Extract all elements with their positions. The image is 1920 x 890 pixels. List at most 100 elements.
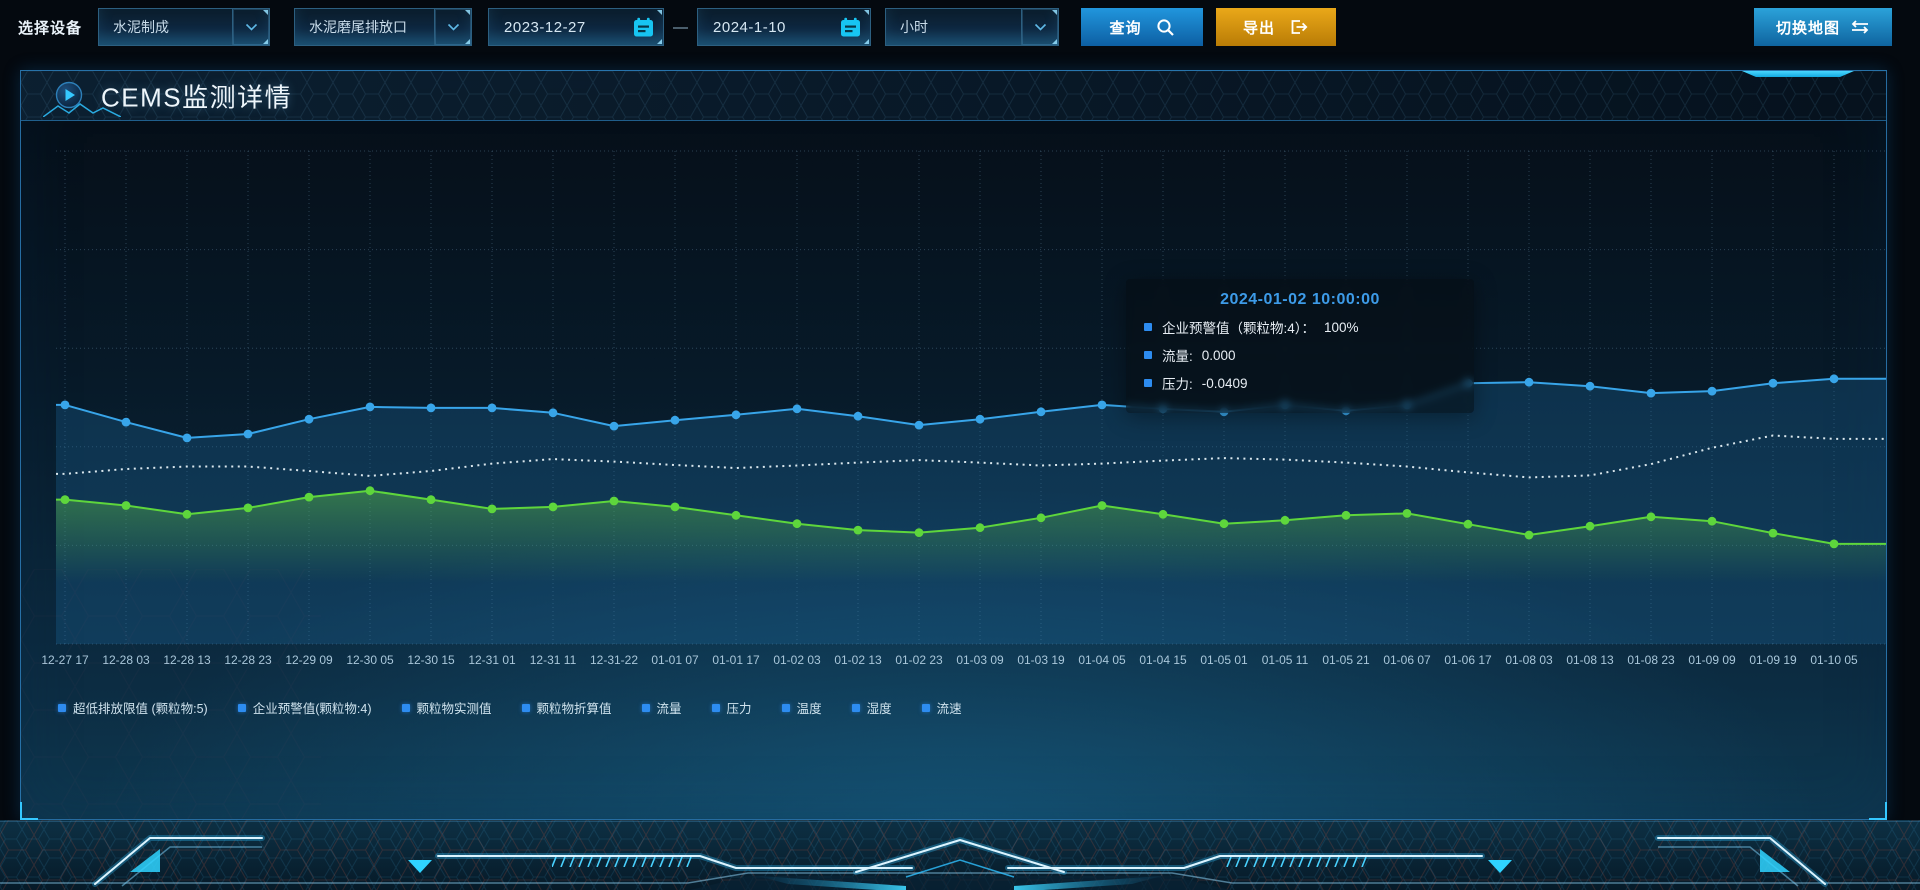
- x-axis-label: 01-02 23: [895, 653, 943, 667]
- chart-tooltip: 2024-01-02 10:00:00 企业预警值（颗粒物:4）： 100% 流量:…: [1126, 279, 1474, 413]
- x-axis-label: 01-08 13: [1566, 653, 1614, 667]
- legend-item[interactable]: 流量: [641, 698, 682, 717]
- panel-header: CEMS监测详情: [21, 71, 1886, 121]
- x-axis-label: 12-31 01: [468, 653, 516, 667]
- device-select-label: 选择设备: [18, 19, 83, 37]
- header-accent-bar: [1742, 71, 1854, 77]
- outlet-select[interactable]: 水泥磨尾排放口: [294, 8, 473, 46]
- x-axis-label: 12-30 05: [346, 653, 394, 667]
- x-axis-label: 01-09 19: [1749, 653, 1797, 667]
- x-axis-label: 01-10 05: [1810, 653, 1858, 667]
- x-axis-label: 01-09 09: [1688, 653, 1736, 667]
- legend-marker-icon: [641, 703, 650, 712]
- switch-map-button[interactable]: 切换地图: [1754, 8, 1892, 46]
- legend-item[interactable]: 流速: [921, 698, 962, 717]
- search-icon: [1156, 18, 1175, 37]
- legend-label: 流量: [656, 702, 682, 716]
- query-button[interactable]: 查询: [1081, 8, 1204, 46]
- x-axis-label: 01-05 21: [1322, 653, 1370, 667]
- x-axis-label: 12-28 13: [163, 653, 211, 667]
- panel-title: CEMS监测详情: [101, 82, 293, 112]
- legend-item[interactable]: 超低排放限值 (颗粒物:5): [58, 698, 208, 717]
- x-axis-label: 12-27 17: [41, 653, 89, 667]
- tooltip-series-label: 压力:: [1162, 377, 1193, 392]
- legend-marker-icon: [781, 703, 790, 712]
- x-axis-label: 01-03 19: [1017, 653, 1065, 667]
- legend-item[interactable]: 温度: [781, 698, 822, 717]
- legend-marker-icon: [401, 703, 410, 712]
- x-axis-label: 01-02 13: [834, 653, 882, 667]
- x-axis-label: 01-05 01: [1200, 653, 1248, 667]
- chart-legend: 超低排放限值 (颗粒物:5) 企业预警值(颗粒物:4) 颗粒物实测值 颗粒物折算值 流量…: [58, 698, 962, 717]
- tooltip-series-label: 流量:: [1162, 349, 1193, 364]
- x-axis-label: 01-01 17: [712, 653, 760, 667]
- switch-map-label: 切换地图: [1775, 19, 1840, 37]
- x-axis-label: 12-31-22: [589, 653, 639, 667]
- x-axis-label: 12-28 23: [224, 653, 272, 667]
- tooltip-row: 压力: -0.0409: [1144, 373, 1474, 393]
- x-axis-label: 01-02 03: [773, 653, 821, 667]
- process-select[interactable]: 水泥制成: [98, 8, 271, 46]
- tooltip-timestamp: 2024-01-02 10:00:00: [1220, 291, 1380, 308]
- cems-line-chart[interactable]: 12-27 17 12-28 03 12-28 13 12-28 23 12-29 09…: [41, 149, 1886, 753]
- calendar-icon: [633, 17, 654, 38]
- hex-pattern-decoration: [21, 71, 1886, 120]
- legend-label: 湿度: [866, 702, 892, 716]
- x-axis-label: 01-04 15: [1139, 653, 1187, 667]
- legend-marker-icon: [921, 703, 930, 712]
- start-date-value: 2023-12-27: [504, 18, 586, 36]
- chart-canvas: [56, 150, 1886, 645]
- interval-select-value: 小时: [900, 19, 929, 35]
- x-axis-labels: 12-27 17 12-28 03 12-28 13 12-28 23 12-29 09…: [41, 653, 1886, 669]
- interval-select[interactable]: 小时: [885, 8, 1060, 46]
- legend-marker-icon: [58, 703, 66, 712]
- calendar-icon: [840, 17, 861, 38]
- export-button[interactable]: 导出: [1216, 8, 1337, 46]
- date-range-separator: —: [673, 18, 689, 36]
- legend-label: 温度: [796, 702, 822, 716]
- legend-label: 流速: [936, 702, 962, 716]
- footer-decoration: [0, 820, 1920, 890]
- legend-item[interactable]: 压力: [711, 698, 752, 717]
- x-axis-label: 01-06 07: [1383, 653, 1431, 667]
- x-axis-label: 12-31 11: [529, 653, 577, 667]
- legend-label: 压力: [726, 702, 752, 716]
- start-date-input[interactable]: 2023-12-27: [488, 8, 665, 46]
- tooltip-series-value: -0.0409: [1201, 375, 1248, 391]
- tooltip-series-value: 0.000: [1201, 347, 1236, 363]
- legend-label: 颗粒物实测值: [416, 702, 492, 716]
- toolbar: 选择设备 水泥制成 水泥磨尾排放口 2023-12-27 — 2024-1-10: [0, 8, 1920, 46]
- legend-label: 超低排放限值 (颗粒物:5): [73, 702, 208, 716]
- legend-label: 颗粒物折算值: [536, 702, 612, 716]
- legend-item[interactable]: 湿度: [851, 698, 892, 717]
- x-axis-label: 01-03 09: [956, 653, 1004, 667]
- chevron-down-icon: [232, 9, 269, 45]
- legend-item[interactable]: 颗粒物实测值: [401, 698, 492, 717]
- x-axis-label: 01-08 03: [1505, 653, 1553, 667]
- x-axis-label: 01-06 17: [1444, 653, 1492, 667]
- legend-item[interactable]: 企业预警值(颗粒物:4): [237, 698, 372, 717]
- cems-detail-panel: CEMS监测详情 12-27 17 12-28 03 12-28 13 12-28 2…: [20, 70, 1887, 820]
- tooltip-series-marker-icon: [1144, 379, 1152, 387]
- legend-marker-icon: [711, 703, 720, 712]
- export-icon: [1289, 17, 1309, 37]
- tooltip-series-marker-icon: [1144, 323, 1152, 331]
- x-axis-label: 12-30 15: [407, 653, 455, 667]
- play-icon[interactable]: [55, 81, 83, 109]
- legend-marker-icon: [237, 703, 246, 712]
- query-button-label: 查询: [1109, 19, 1142, 37]
- legend-label: 企业预警值(颗粒物:4): [252, 702, 372, 716]
- legend-item[interactable]: 颗粒物折算值: [521, 698, 612, 717]
- tooltip-row: 企业预警值（颗粒物:4）： 100%: [1144, 317, 1474, 337]
- zigzag-decoration: [42, 102, 122, 122]
- process-select-value: 水泥制成: [113, 19, 170, 35]
- end-date-input[interactable]: 2024-1-10: [697, 8, 872, 46]
- tooltip-series-marker-icon: [1144, 351, 1152, 359]
- outlet-select-value: 水泥磨尾排放口: [309, 19, 408, 35]
- tooltip-row: 流量: 0.000: [1144, 345, 1474, 365]
- x-axis-label: 01-08 23: [1627, 653, 1675, 667]
- chevron-down-icon: [434, 9, 471, 45]
- export-button-label: 导出: [1243, 19, 1276, 37]
- x-axis-label: 12-29 09: [285, 653, 333, 667]
